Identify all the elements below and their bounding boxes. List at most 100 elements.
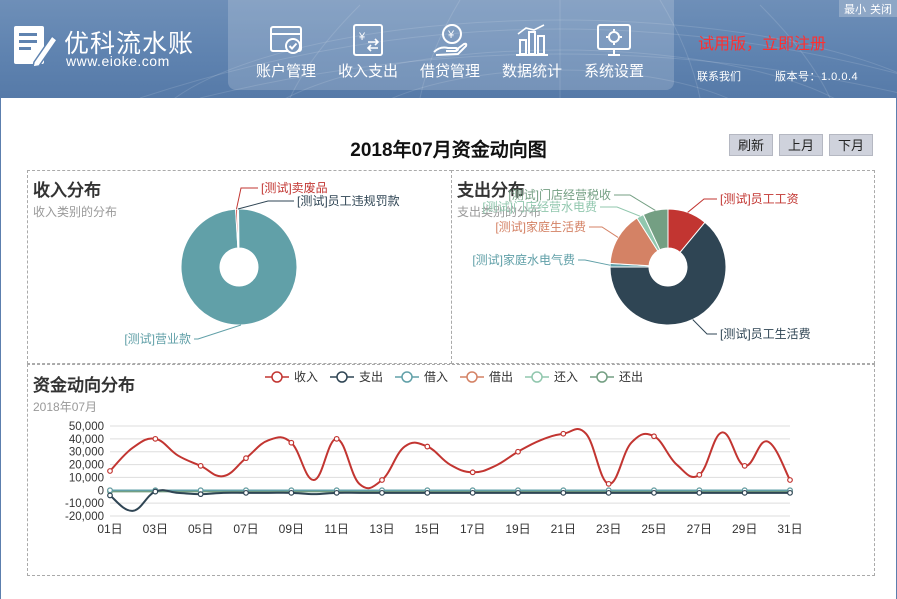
- data-point: [152, 435, 159, 442]
- y-tick-label: -10,000: [65, 498, 104, 510]
- minimize-button[interactable]: 最小: [844, 4, 866, 16]
- legend-swatch-marker: [401, 371, 413, 383]
- svg-text:¥: ¥: [447, 29, 455, 41]
- y-tick-label: 20,000: [69, 460, 104, 472]
- pie-slice-label: [测试]员工生活费: [720, 326, 811, 341]
- main-nav: 账户管理 ¥ 收入支出 ¥ 借贷管理: [228, 0, 674, 90]
- y-tick-label: -20,000: [65, 511, 104, 523]
- data-point: [288, 489, 295, 496]
- legend-label: 还入: [554, 370, 578, 384]
- loan-hand-icon: ¥: [433, 24, 468, 56]
- close-button[interactable]: 关闭: [870, 4, 892, 16]
- contact-us-link[interactable]: 联系我们: [697, 71, 741, 83]
- pie-slice-label: [测试]卖废品: [261, 180, 328, 195]
- income-chart-title: 收入分布: [33, 181, 101, 200]
- x-tick-label: 15日: [415, 522, 440, 536]
- data-point: [424, 443, 431, 450]
- data-point: [379, 477, 385, 483]
- globe-background-graphic: [139, 0, 897, 98]
- next-month-button[interactable]: 下月: [829, 134, 873, 156]
- data-point: [560, 489, 567, 496]
- data-point: [424, 489, 431, 496]
- pie-slice-label: [测试]家庭水电气费: [472, 252, 575, 267]
- data-point: [152, 488, 159, 495]
- x-tick-label: 11日: [324, 522, 348, 536]
- legend-swatch-marker: [531, 371, 543, 383]
- x-tick-label: 05日: [188, 522, 213, 536]
- legend-item[interactable]: 借出: [460, 370, 513, 384]
- y-tick-label: 0: [98, 485, 104, 497]
- svg-text:¥: ¥: [358, 31, 366, 43]
- legend-item[interactable]: 收入: [265, 370, 318, 384]
- nav-label: 收入支出: [337, 63, 398, 80]
- legend-item[interactable]: 还出: [590, 370, 643, 384]
- nav-income-expense[interactable]: ¥ 收入支出: [328, 22, 408, 81]
- app-header: 优科流水账 www.eioke.com 账户管理 ¥ 收入支出 ¥: [0, 0, 897, 98]
- nav-system-settings[interactable]: 系统设置: [574, 22, 654, 81]
- page-title: 2018年07月资金动向图: [350, 140, 547, 161]
- legend-item[interactable]: 借入: [395, 370, 448, 384]
- nav-account-management[interactable]: 账户管理: [246, 22, 326, 81]
- data-point: [107, 492, 113, 499]
- pie-leader-line: [236, 187, 258, 210]
- legend-swatch-marker: [596, 371, 608, 383]
- nav-data-stats[interactable]: 数据统计: [492, 22, 572, 81]
- x-tick-label: 27日: [687, 522, 712, 536]
- data-point: [333, 435, 340, 442]
- pie-leader-line: [194, 324, 242, 340]
- x-tick-label: 25日: [641, 522, 666, 536]
- series-line: [109, 427, 791, 490]
- data-point: [107, 487, 113, 494]
- version-label: 版本号：1.0.0.4: [775, 71, 859, 83]
- y-tick-label: 10,000: [69, 472, 104, 484]
- pie-slice-label: [测试]家庭生活费: [495, 219, 586, 234]
- data-point: [741, 489, 748, 496]
- data-point: [605, 489, 612, 496]
- income-expense-icon: ¥: [353, 24, 383, 56]
- pie-slice: [609, 221, 727, 326]
- x-tick-label: 09日: [279, 522, 304, 536]
- pie-slice-label: [测试]员工工资: [720, 191, 799, 206]
- pie-slice-label: [测试]员工违规罚款: [297, 193, 400, 208]
- pie-leader-line: [692, 319, 717, 335]
- data-point: [197, 491, 204, 498]
- data-point: [197, 462, 204, 469]
- data-point: [333, 489, 340, 496]
- pie-slice-label: [测试]营业款: [124, 331, 191, 346]
- x-tick-label: 19日: [505, 522, 530, 536]
- pie-slice: [642, 208, 669, 251]
- pie-leader-line: [237, 200, 294, 210]
- nav-loan-management[interactable]: ¥ 借贷管理: [410, 22, 490, 81]
- data-point: [605, 480, 612, 487]
- data-point: [469, 469, 476, 476]
- x-tick-label: 13日: [369, 522, 394, 536]
- data-point: [288, 439, 295, 446]
- prev-month-button[interactable]: 上月: [779, 134, 823, 156]
- trial-register-link[interactable]: 试用版，立即注册: [698, 36, 827, 53]
- data-point: [515, 448, 521, 455]
- data-point: [787, 489, 793, 496]
- pie-leader-line: [614, 194, 656, 211]
- pie-leader-line: [589, 226, 619, 238]
- account-card-icon: [270, 26, 302, 54]
- legend-item[interactable]: 支出: [330, 370, 383, 384]
- window-controls: 最小 关闭: [839, 0, 897, 17]
- expense-chart-title: 支出分布: [457, 181, 525, 200]
- pie-leader-line: [600, 206, 641, 217]
- legend-item[interactable]: 还入: [525, 370, 578, 384]
- nav-label: 系统设置: [583, 63, 644, 80]
- data-point: [515, 489, 521, 496]
- x-tick-label: 23日: [596, 522, 621, 536]
- pie-slice-label: [测试]门店经营水电费: [482, 199, 597, 214]
- legend-label: 借出: [489, 370, 513, 384]
- legend-label: 还出: [619, 370, 643, 384]
- fund-flow-title: 资金动向分布: [33, 376, 135, 395]
- x-tick-label: 07日: [233, 522, 258, 536]
- y-tick-label: 30,000: [69, 447, 104, 459]
- data-point: [107, 468, 113, 474]
- refresh-button[interactable]: 刷新: [729, 134, 773, 156]
- data-point: [696, 489, 703, 496]
- series-line: [109, 489, 790, 512]
- data-point: [243, 455, 249, 462]
- data-point: [651, 489, 657, 496]
